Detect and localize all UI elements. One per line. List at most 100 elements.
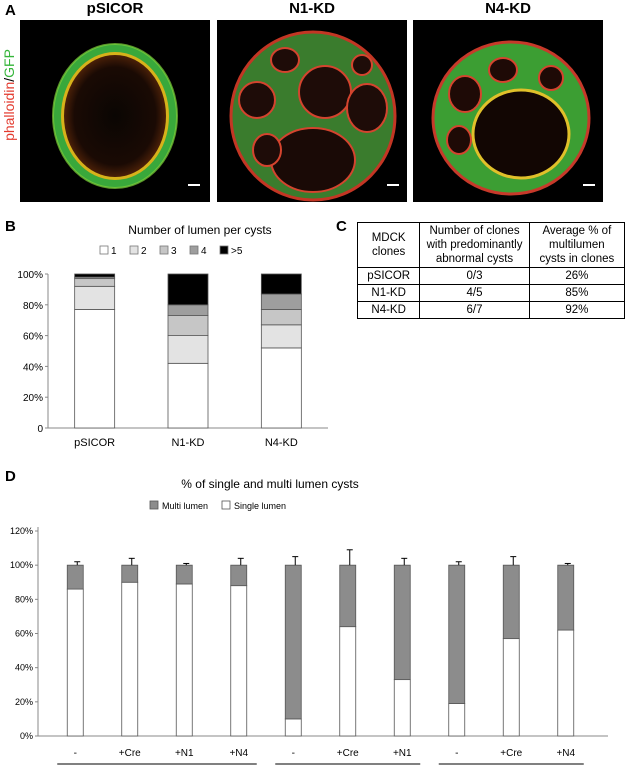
bar-segment bbox=[167, 335, 209, 364]
bar-segment bbox=[167, 304, 209, 316]
bar-segment bbox=[502, 564, 520, 640]
panel-c-letter: C bbox=[336, 218, 347, 235]
y-tick-label: 80% bbox=[15, 594, 33, 604]
bar-segment bbox=[167, 273, 209, 306]
bar-segment bbox=[74, 309, 116, 429]
bar-segment bbox=[557, 629, 575, 737]
table-cell: 0/3 bbox=[419, 267, 530, 285]
bar-segment bbox=[260, 293, 302, 310]
x-tick-label: pSICOR bbox=[74, 437, 115, 449]
bar-segment bbox=[175, 564, 193, 585]
y-tick-label: 100% bbox=[17, 270, 43, 281]
y-tick-label: 120% bbox=[10, 526, 33, 536]
table-cell: 85% bbox=[528, 284, 625, 302]
bar-segment bbox=[393, 564, 411, 681]
bar-segment bbox=[448, 564, 466, 704]
micro-title-n4kd: N4-KD bbox=[485, 0, 531, 17]
legend-label: Multi lumen bbox=[162, 501, 208, 511]
legend-swatch bbox=[219, 245, 229, 255]
table-row: N1-KD 4/5 85% bbox=[356, 284, 625, 302]
micrograph-n1kd bbox=[217, 20, 407, 202]
bar-segment bbox=[167, 362, 209, 429]
y-tick-label: 60% bbox=[23, 332, 43, 343]
table-cell: N1-KD bbox=[356, 284, 421, 302]
bar-segment bbox=[284, 564, 302, 720]
bar-segment bbox=[121, 564, 139, 583]
bar-segment bbox=[175, 583, 193, 737]
table-cell: pSICOR bbox=[356, 267, 421, 285]
legend-swatch bbox=[149, 500, 159, 510]
y-tick-label: 100% bbox=[10, 560, 33, 570]
y-tick-label: 80% bbox=[23, 301, 43, 312]
table-header-cell: Average % of multilumen cysts in clones bbox=[528, 222, 625, 268]
x-tick-label: N1-KD bbox=[171, 437, 204, 449]
legend-label: Single lumen bbox=[234, 501, 286, 511]
bar-segment bbox=[230, 564, 248, 587]
bar-segment bbox=[260, 324, 302, 349]
chart-b: Number of lumen per cysts 1 2 3 4 >5 0 20% 40% 60… bbox=[17, 223, 328, 449]
bar-segment bbox=[74, 278, 116, 287]
x-tick-label: - bbox=[292, 748, 295, 759]
bar-segment bbox=[230, 585, 248, 737]
table-header-cell: Number of clones with predominantly abnorm… bbox=[419, 222, 530, 268]
table-header-row: MDCK clones Number of clones with predomin… bbox=[356, 222, 625, 268]
table-header-cell: MDCK clones bbox=[356, 222, 421, 268]
legend-label: 1 bbox=[111, 246, 117, 257]
y-tick-label: 40% bbox=[15, 663, 33, 673]
bar-segment bbox=[448, 703, 466, 737]
y-tick-label: 20% bbox=[15, 697, 33, 707]
legend-label: 4 bbox=[201, 246, 207, 257]
x-tick-label: +N1 bbox=[175, 748, 194, 759]
x-tick-label: - bbox=[455, 748, 458, 759]
bar-segment bbox=[393, 679, 411, 737]
micro-title-psicor: pSICOR bbox=[86, 0, 144, 17]
legend-swatch bbox=[189, 245, 199, 255]
panel-a-stain-label: phalloidin/GFP bbox=[1, 49, 17, 141]
legend-swatch bbox=[221, 500, 231, 510]
chart-d: % of single and multi lumen cysts Multi l… bbox=[10, 477, 608, 765]
x-tick-label: +N4 bbox=[556, 748, 575, 759]
bar-segment bbox=[502, 638, 520, 737]
bar-segment bbox=[557, 564, 575, 631]
x-tick-label: - bbox=[74, 748, 77, 759]
legend-label: >5 bbox=[231, 246, 243, 257]
legend-label: 3 bbox=[171, 246, 177, 257]
x-tick-label: N4-KD bbox=[265, 437, 298, 449]
bar-segment bbox=[284, 718, 302, 737]
x-tick-label: +N4 bbox=[229, 748, 248, 759]
y-tick-label: 20% bbox=[23, 393, 43, 404]
legend-swatch bbox=[99, 245, 109, 255]
y-tick-label: 60% bbox=[15, 629, 33, 639]
table-cell: 92% bbox=[528, 301, 625, 319]
y-tick-label: 40% bbox=[23, 362, 43, 373]
bar-segment bbox=[66, 588, 84, 737]
y-tick-label: 0 bbox=[37, 424, 43, 435]
table-cell: 6/7 bbox=[419, 301, 530, 319]
bar-segment bbox=[74, 273, 116, 278]
bar-segment bbox=[339, 626, 357, 737]
x-tick-label: +Cre bbox=[500, 748, 522, 759]
legend-swatch bbox=[159, 245, 169, 255]
x-tick-label: +Cre bbox=[119, 748, 141, 759]
table-cell: 26% bbox=[528, 267, 625, 285]
micro-title-n1kd: N1-KD bbox=[289, 0, 335, 17]
chart-title: % of single and multi lumen cysts bbox=[181, 477, 358, 491]
micrograph-psicor bbox=[20, 20, 210, 202]
x-tick-label: +Cre bbox=[337, 748, 359, 759]
legend-swatch bbox=[129, 245, 139, 255]
table-cell: 4/5 bbox=[419, 284, 530, 302]
clone-table: MDCK clones Number of clones with predomin… bbox=[356, 222, 625, 319]
table-row: pSICOR 0/3 26% bbox=[356, 267, 625, 285]
bar-segment bbox=[66, 564, 84, 590]
bar-segment bbox=[167, 315, 209, 337]
x-tick-label: +N1 bbox=[393, 748, 412, 759]
bar-segment bbox=[339, 564, 357, 628]
chart-title: Number of lumen per cysts bbox=[128, 223, 271, 237]
table-cell: N4-KD bbox=[356, 301, 421, 319]
bar-segment bbox=[260, 273, 302, 295]
bar-segment bbox=[260, 347, 302, 429]
legend-label: 2 bbox=[141, 246, 147, 257]
y-tick-label: 0% bbox=[20, 731, 33, 741]
bar-segment bbox=[74, 285, 116, 310]
panel-d-letter: D bbox=[5, 468, 16, 485]
